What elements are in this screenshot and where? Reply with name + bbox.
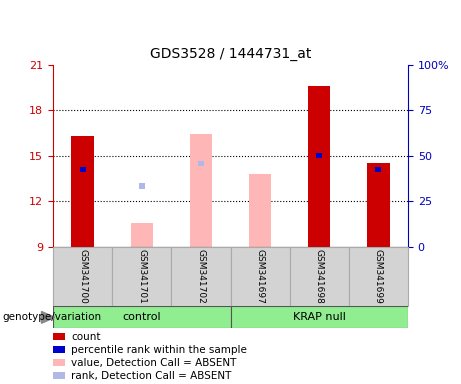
Bar xyxy=(138,184,145,189)
Text: rank, Detection Call = ABSENT: rank, Detection Call = ABSENT xyxy=(71,371,232,381)
Bar xyxy=(53,247,112,306)
Bar xyxy=(189,134,212,247)
Bar xyxy=(230,247,290,306)
Bar xyxy=(367,163,390,247)
Text: control: control xyxy=(123,312,161,323)
Text: count: count xyxy=(71,332,101,342)
Text: value, Detection Call = ABSENT: value, Detection Call = ABSENT xyxy=(71,358,237,367)
Bar xyxy=(316,153,322,158)
Text: GSM341698: GSM341698 xyxy=(315,249,324,304)
Bar xyxy=(130,223,153,247)
Text: percentile rank within the sample: percentile rank within the sample xyxy=(71,345,248,355)
Bar xyxy=(308,86,331,247)
Title: GDS3528 / 1444731_at: GDS3528 / 1444731_at xyxy=(150,47,311,61)
Text: GSM341701: GSM341701 xyxy=(137,249,146,304)
Text: GSM341700: GSM341700 xyxy=(78,249,87,304)
Bar xyxy=(71,136,94,247)
Bar xyxy=(349,247,408,306)
Bar xyxy=(290,247,349,306)
Bar xyxy=(53,306,230,328)
Text: GSM341699: GSM341699 xyxy=(374,249,383,304)
Bar xyxy=(112,247,171,306)
Bar xyxy=(230,306,408,328)
Text: GSM341697: GSM341697 xyxy=(255,249,265,304)
Polygon shape xyxy=(41,311,55,323)
Bar xyxy=(375,167,381,172)
Bar xyxy=(171,247,230,306)
Bar xyxy=(198,161,204,166)
Text: KRAP null: KRAP null xyxy=(293,312,346,323)
Text: genotype/variation: genotype/variation xyxy=(2,312,101,323)
Text: GSM341702: GSM341702 xyxy=(196,249,206,304)
Bar xyxy=(249,174,272,247)
Bar xyxy=(80,167,86,172)
